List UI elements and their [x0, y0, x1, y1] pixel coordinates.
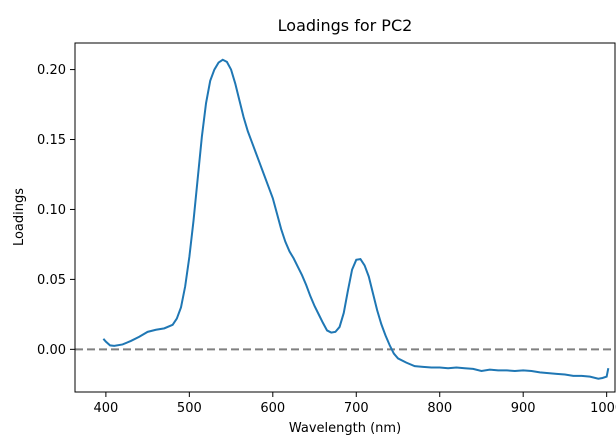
- y-tick-label: 0.00: [37, 343, 66, 358]
- chart-title: Loadings for PC2: [278, 16, 413, 35]
- y-axis: 0.00 0.05 0.10 0.15 0.20: [37, 63, 75, 358]
- y-tick-label: 0.10: [37, 203, 66, 218]
- x-axis-label: Wavelength (nm): [289, 421, 401, 436]
- y-tick-label: 0.05: [37, 273, 66, 288]
- x-tick-label: 400: [93, 401, 118, 416]
- x-tick-label: 500: [177, 401, 202, 416]
- plot-frame: [74, 42, 616, 393]
- series-line: [102, 58, 610, 380]
- x-tick-label: 700: [344, 401, 369, 416]
- x-tick-label: 600: [260, 401, 285, 416]
- x-tick-label: 900: [511, 401, 536, 416]
- plot-area: [74, 42, 616, 393]
- y-tick-label: 0.15: [37, 133, 66, 148]
- y-axis-label: Loadings: [12, 188, 27, 246]
- x-tick-label: 800: [427, 401, 452, 416]
- y-tick-label: 0.20: [37, 63, 66, 78]
